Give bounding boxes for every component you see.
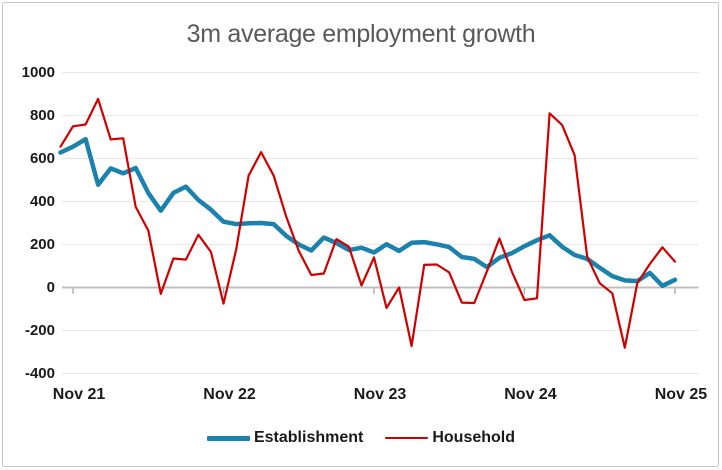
chart-title: 3m average employment growth <box>186 20 536 48</box>
legend-label: Establishment <box>253 429 364 446</box>
y-axis-label: -400 <box>24 364 55 382</box>
series-line-household <box>59 97 677 349</box>
y-axis-label: -200 <box>24 321 55 339</box>
chart-legend: Establishment Household <box>4 428 718 448</box>
x-axis-ticks <box>72 288 676 294</box>
legend-line-icon <box>385 436 429 440</box>
y-axis-label: 0 <box>46 278 55 296</box>
y-axis-label: 800 <box>29 106 55 124</box>
legend-item-household: Household <box>385 428 515 448</box>
x-axis-label: Nov 24 <box>504 386 557 403</box>
y-axis-label: 1000 <box>21 63 55 81</box>
x-axis-label: Nov 22 <box>203 386 256 403</box>
x-axis-label: Nov 21 <box>52 386 106 403</box>
legend-line-icon <box>206 435 250 441</box>
gridlines <box>62 72 699 374</box>
x-axis-label: Nov 23 <box>353 386 407 403</box>
x-axis-label: Nov 25 <box>654 386 708 403</box>
y-axis-label: 400 <box>29 192 55 210</box>
series-line-establishment <box>58 136 678 289</box>
legend-item-establishment: Establishment <box>206 428 364 448</box>
legend-label: Household <box>432 429 516 446</box>
y-axis-label: 600 <box>29 149 55 167</box>
y-axis-label: 200 <box>29 235 55 253</box>
